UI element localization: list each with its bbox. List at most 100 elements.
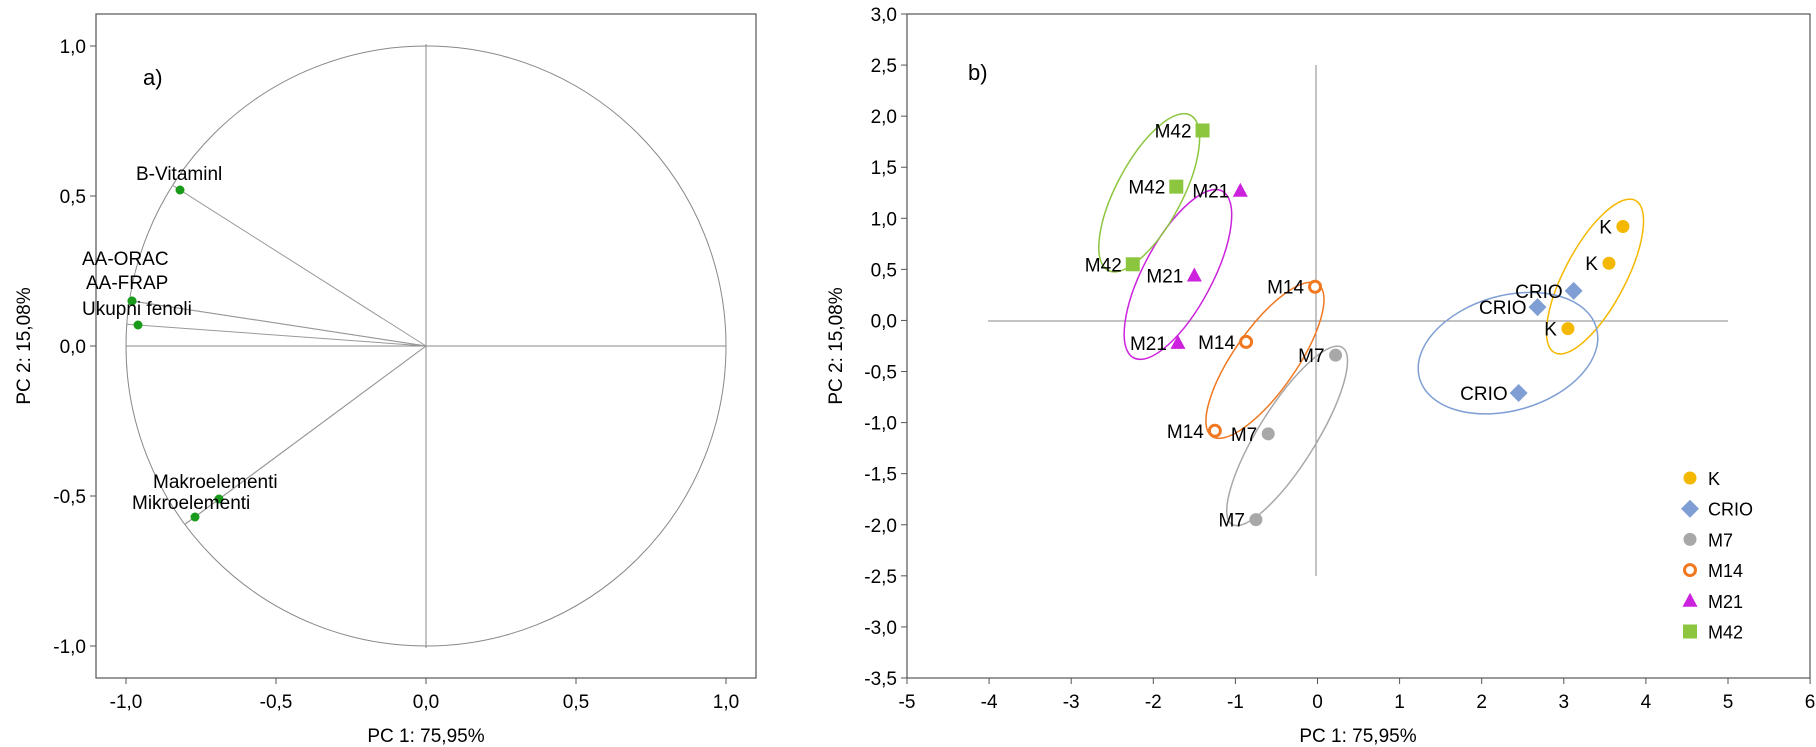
panel-b-point-m21 — [1186, 267, 1202, 282]
panel-b-y-tick-label: -3,0 — [864, 618, 897, 639]
panel-b-legend-marker-m21 — [1682, 592, 1698, 607]
panel-b-x-tick-label: -5 — [899, 692, 916, 713]
panel-a-loading-point — [127, 296, 137, 306]
panel-b-points: KKKCRIOCRIOCRIOM7M7M7M14M14M14M21M21M21M… — [1085, 121, 1630, 532]
panel-b-legend-label: K — [1708, 469, 1720, 489]
panel-b-x-tick-label: -3 — [1063, 692, 1080, 713]
panel-b-point-m7 — [1329, 348, 1343, 362]
panel-a-point-label: Makroelementi — [153, 472, 278, 493]
panel-b-y-tick-label: -2,5 — [864, 567, 897, 588]
panel-b-x-tick-label: -2 — [1145, 692, 1162, 713]
panel-a-x-tick-label: -0,5 — [260, 692, 293, 713]
panel-a-label: a) — [143, 65, 163, 90]
panel-b-ellipse-crio — [1417, 291, 1599, 415]
panel-a-loading-vectors — [126, 184, 427, 525]
panel-b-point-k — [1561, 322, 1575, 336]
panel-b-point-m14 — [1308, 279, 1323, 294]
panel-b-point-label: M42 — [1085, 255, 1122, 276]
panel-b-group-ellipses — [1098, 112, 1645, 527]
panel-a-point-label: AA-FRAP — [86, 273, 168, 294]
panel-a-x-tick-label: 0,0 — [413, 692, 439, 713]
panel-b-point-k — [1616, 219, 1630, 233]
panel-b-legend-label: CRIO — [1708, 500, 1753, 520]
panel-b-x-ticks: -5 -4 -3 -2 -1 0 1 2 3 4 5 6 — [899, 678, 1816, 713]
panel-b-point-label: CRIO — [1479, 298, 1527, 319]
panel-b-legend-marker-m14 — [1683, 563, 1697, 578]
panel-a-loading-point — [214, 494, 224, 504]
panel-a-x-axis-title: PC 1: 75,95% — [367, 726, 484, 747]
panel-b-point-label: M21 — [1130, 334, 1167, 355]
panel-b-x-tick-label: 1 — [1394, 692, 1405, 713]
panel-b-point-label: M14 — [1267, 278, 1304, 299]
panel-b-point-m42 — [1169, 179, 1184, 194]
panel-b-y-tick-label: 0,0 — [871, 311, 897, 332]
panel-b-ellipse-m42 — [1098, 112, 1201, 273]
panel-a-loading-vector — [129, 300, 427, 347]
panel-a-loading-vector — [172, 184, 427, 347]
panel-b-x-tick-label: 6 — [1805, 692, 1816, 713]
panel-b-legend-marker-m42 — [1683, 624, 1697, 639]
panel-b-legend-label: M7 — [1708, 530, 1733, 550]
panel-b-label: b) — [968, 60, 988, 85]
panel-b-y-axis-title: PC 2: 15,08% — [826, 287, 847, 404]
panel-a-x-tick-label: -1,0 — [110, 692, 143, 713]
panel-b-point-m21 — [1232, 182, 1248, 197]
panel-a-loadings-plot: -1,0 -0,5 0,0 0,5 1,0 1,0 0,5 0,0 -0,5 -1,0 B-Vi… — [14, 13, 757, 747]
panel-b-y-tick-label: 3,0 — [871, 5, 897, 26]
panel-a-y-tick-label: -0,5 — [53, 487, 86, 508]
panel-a-y-tick-label: 0,5 — [60, 187, 86, 208]
panel-b-point-label: CRIO — [1460, 384, 1508, 405]
panel-b-point-label: M42 — [1128, 178, 1165, 199]
panel-b-point-m42 — [1195, 123, 1210, 138]
panel-b-point-label: M14 — [1198, 333, 1235, 354]
panel-b-point-m42 — [1125, 257, 1140, 272]
panel-b-legend-marker-k — [1683, 471, 1697, 485]
panel-a-x-tick-label: 1,0 — [713, 692, 739, 713]
panel-b-point-label: M42 — [1155, 121, 1192, 142]
panel-b-point-label: M7 — [1298, 346, 1324, 367]
panel-b-point-k — [1602, 256, 1616, 270]
panel-a-point-label: Ukupni fenoli — [82, 299, 192, 320]
panel-a-loading-point — [190, 512, 200, 522]
panel-a-x-tick-label: 0,5 — [563, 692, 589, 713]
panel-a-x-ticks: -1,0 -0,5 0,0 0,5 1,0 — [110, 678, 739, 713]
panel-b-ellipse-m7 — [1225, 345, 1349, 527]
panel-a-y-axis-title: PC 2: 15,08% — [14, 287, 35, 404]
panel-b-y-tick-label: -1,5 — [864, 465, 897, 486]
panel-b-point-m14 — [1207, 423, 1222, 438]
panel-b-y-tick-label: -0,5 — [864, 363, 897, 384]
panel-b-ellipse-m21 — [1123, 188, 1233, 361]
panel-a-loading-vector — [184, 345, 427, 525]
panel-a-point-label: AA-ORAC — [82, 249, 169, 270]
panel-a-y-tick-label: -1,0 — [53, 637, 86, 658]
panel-a-point-label: Mikroelementi — [132, 493, 250, 514]
panel-b-legend-marker-m7 — [1683, 532, 1697, 546]
panel-a-y-ticks: 1,0 0,5 0,0 -0,5 -1,0 — [53, 37, 96, 658]
panel-b-y-tick-label: 2,0 — [871, 107, 897, 128]
panel-a-loading-point — [175, 185, 185, 195]
panel-b-legend-label: M21 — [1708, 592, 1743, 612]
panel-b-point-label: K — [1585, 254, 1598, 275]
panel-b-point-label: M21 — [1146, 267, 1183, 288]
panel-b-y-ticks: 3,0 2,5 2,0 1,5 1,0 0,5 0,0 -0,5 -1,0 -1,5 -2,0 -2,… — [864, 5, 907, 690]
panel-b-legend-label: M14 — [1708, 561, 1743, 581]
panel-b-x-tick-label: 0 — [1312, 692, 1323, 713]
panel-b-ellipse-k — [1545, 198, 1645, 355]
panel-a-y-tick-label: 0,0 — [60, 337, 86, 358]
panel-b-legend: K CRIO M7 M14 M21 M42 — [1681, 469, 1753, 643]
panel-b-point-crio — [1528, 298, 1547, 317]
panel-b-point-m7 — [1261, 427, 1275, 441]
panel-b-point-label: M21 — [1192, 182, 1229, 203]
panel-b-x-tick-label: 4 — [1641, 692, 1652, 713]
panel-b-x-tick-label: -1 — [1227, 692, 1244, 713]
panel-b-x-tick-label: 5 — [1723, 692, 1734, 713]
panel-b-y-tick-label: 2,5 — [871, 56, 897, 77]
panel-b-point-crio — [1509, 383, 1528, 402]
panel-b-point-label: K — [1599, 217, 1612, 238]
panel-b-point-label: M7 — [1219, 511, 1245, 532]
panel-b-x-tick-label: -4 — [981, 692, 998, 713]
panel-b-point-m21 — [1170, 334, 1186, 349]
panel-a-points: B-Vitaminl AA-ORAC AA-FRAP Ukupni fenoli Mak… — [82, 164, 278, 522]
panel-b-point-label: M14 — [1167, 422, 1204, 443]
